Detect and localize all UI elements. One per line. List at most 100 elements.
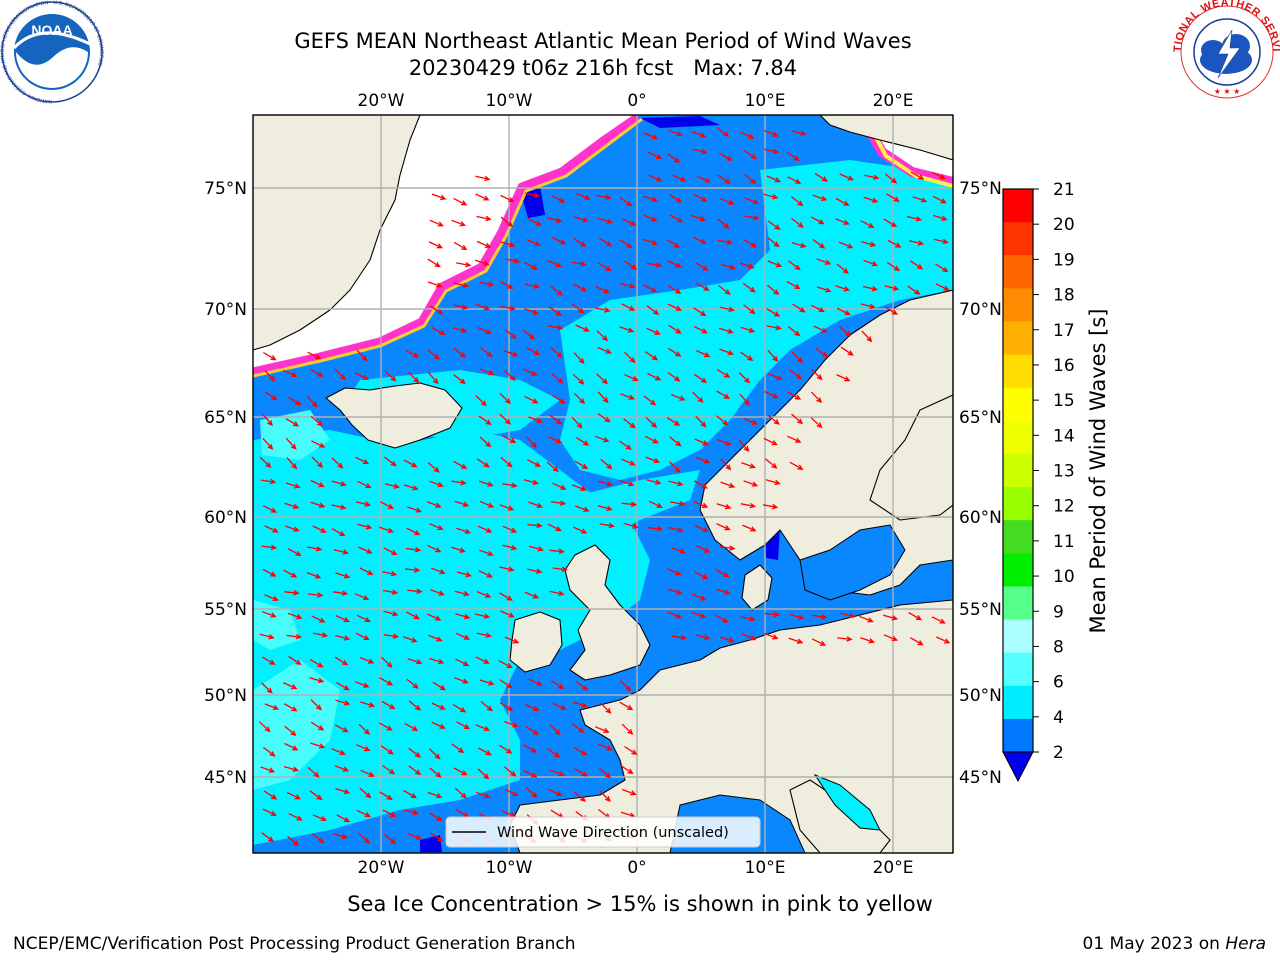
wind-wave-arrow: [695, 634, 711, 641]
wind-wave-arrow: [430, 832, 444, 842]
bottom-lon-label: 10°E: [745, 858, 786, 878]
wind-wave-arrow: [500, 194, 515, 203]
wind-wave-arrow: [790, 195, 804, 207]
wind-wave-arrow: [402, 635, 418, 643]
wind-wave-arrow: [427, 544, 442, 553]
bottom-lon-label: 0°: [627, 858, 646, 878]
wind-wave-arrow: [763, 437, 778, 446]
wind-wave-arrow: [695, 282, 710, 291]
wind-wave-arrow: [597, 391, 609, 404]
colorbar-tick-label: 9: [1053, 602, 1064, 622]
wind-wave-arrow: [427, 349, 440, 360]
wind-wave-arrow: [500, 241, 516, 248]
colorbar-tick-label: 10: [1053, 567, 1075, 587]
wind-wave-arrow: [307, 351, 322, 360]
wind-wave-arrow: [475, 656, 490, 664]
wind-wave-arrow: [764, 611, 781, 618]
period-6-8-region: [253, 410, 340, 790]
wind-wave-arrow: [716, 438, 732, 446]
wind-wave-arrow: [504, 636, 520, 644]
wind-wave-arrow: [261, 656, 276, 665]
wind-wave-arrow: [427, 281, 443, 288]
wind-wave-arrow: [717, 174, 731, 184]
wind-wave-arrow: [307, 766, 320, 778]
wind-wave-arrow: [791, 241, 807, 249]
wind-wave-arrow: [670, 500, 686, 507]
wind-wave-arrow: [859, 615, 874, 623]
wind-wave-arrow: [499, 392, 511, 405]
wind-wave-arrow: [720, 458, 732, 471]
wind-wave-arrow: [408, 700, 422, 711]
wind-wave-arrow: [573, 392, 586, 405]
wind-wave-arrow: [283, 703, 298, 712]
wind-wave-arrow: [836, 374, 851, 382]
wind-wave-arrow: [408, 765, 422, 775]
wind-wave-arrow: [571, 723, 585, 733]
wind-wave-arrow: [405, 349, 420, 358]
wind-wave-arrow: [331, 504, 347, 510]
wind-wave-arrow: [572, 526, 588, 534]
wind-wave-arrow: [667, 260, 682, 268]
wind-wave-arrow: [907, 285, 921, 295]
wind-wave-arrow: [384, 370, 397, 382]
wind-wave-arrow: [355, 372, 370, 380]
wind-wave-arrow: [480, 346, 493, 358]
bottom-lon-labels: 20°W 10°W 0° 10°E 20°E: [358, 858, 914, 878]
wind-wave-arrow: [528, 416, 544, 423]
wind-wave-arrow: [331, 748, 346, 755]
wind-wave-arrow: [475, 193, 490, 201]
wind-wave-arrow: [693, 193, 708, 202]
wind-wave-arrow: [453, 767, 468, 776]
wind-wave-arrow: [744, 173, 757, 185]
wind-wave-arrow: [643, 284, 658, 293]
wind-wave-arrow: [549, 769, 565, 777]
wind-wave-arrow: [718, 284, 731, 295]
wind-wave-arrow: [573, 747, 588, 756]
wind-wave-arrow: [791, 130, 807, 136]
wind-wave-arrow: [476, 632, 492, 638]
wind-wave-arrow: [504, 370, 516, 382]
colorbar-cell: [1003, 487, 1033, 521]
wind-wave-arrow: [787, 391, 802, 400]
colorbar-label: Mean Period of Wind Waves [s]: [1086, 309, 1110, 634]
wind-wave-arrow: [430, 567, 446, 575]
wind-wave-arrow: [380, 656, 393, 668]
footer-date: 01 May 2023 on Hera: [1083, 934, 1267, 954]
land-ireland: [509, 611, 563, 673]
wind-wave-arrow: [863, 196, 879, 203]
wind-wave-arrow: [718, 152, 733, 161]
wind-wave-arrow: [838, 326, 852, 337]
wind-wave-arrow: [647, 372, 662, 381]
wind-wave-arrow: [765, 479, 781, 486]
wind-wave-arrow: [598, 743, 613, 751]
wind-wave-arrow: [359, 567, 374, 576]
wind-wave-arrow: [427, 462, 440, 473]
wind-wave-arrow: [766, 308, 781, 317]
wind-wave-arrow: [598, 767, 612, 779]
wind-wave-arrow: [261, 544, 278, 551]
wind-wave-arrow: [430, 589, 445, 596]
wind-wave-arrow: [287, 548, 302, 557]
wind-wave-arrow: [860, 220, 875, 228]
top-lon-label: 10°E: [745, 91, 786, 111]
wind-wave-arrow: [451, 546, 466, 553]
wind-wave-arrow: [431, 326, 446, 336]
colorbar-cell: [1003, 354, 1033, 389]
wind-wave-arrow: [383, 547, 398, 555]
wind-wave-arrow: [643, 132, 659, 140]
wind-wave-arrow: [908, 240, 925, 246]
wind-wave-arrow: [356, 809, 372, 818]
wind-wave-arrow: [623, 418, 636, 429]
wind-wave-arrow: [426, 501, 442, 508]
wind-wave-arrow: [741, 461, 756, 469]
wind-wave-arrow: [527, 522, 543, 529]
wind-wave-arrow: [455, 613, 471, 620]
wind-wave-arrow: [428, 634, 443, 642]
wind-wave-arrow: [596, 194, 612, 200]
wind-wave-arrow: [379, 677, 394, 686]
wind-wave-arrow: [526, 347, 541, 355]
wind-wave-arrow: [810, 216, 825, 225]
wind-wave-arrow: [474, 259, 490, 266]
wind-wave-arrow: [309, 677, 325, 683]
